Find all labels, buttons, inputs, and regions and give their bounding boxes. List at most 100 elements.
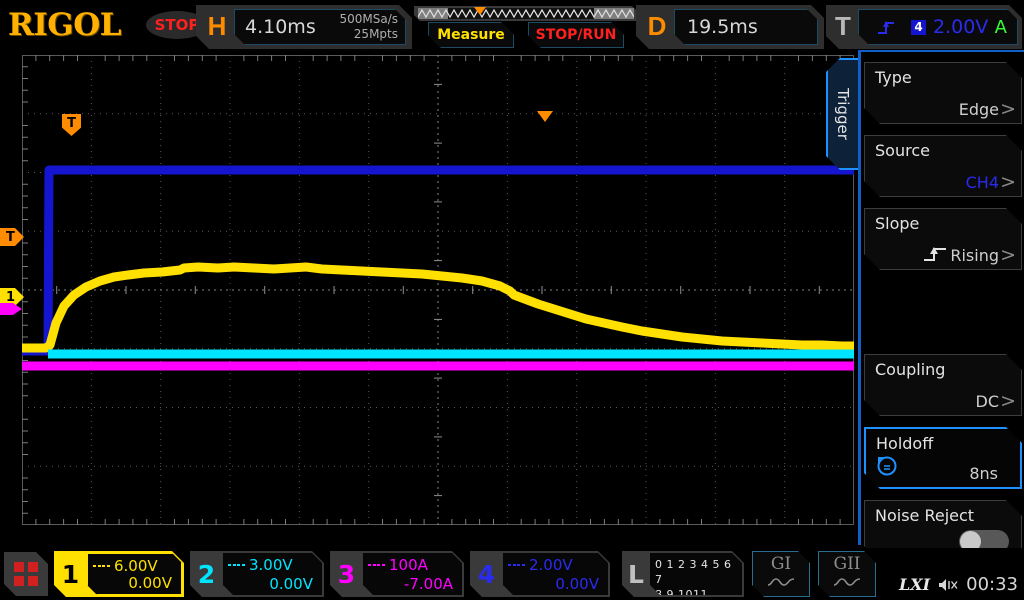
channel-number-3: 3: [337, 559, 356, 589]
measure-button-label: Measure: [428, 22, 514, 48]
stop-run-button-label: STOP/RUN: [528, 22, 624, 48]
system-clock: 00:33: [966, 574, 1018, 595]
generator-1-button[interactable]: GI: [752, 551, 810, 597]
memory-nav-track[interactable]: [418, 8, 634, 19]
trigger-menu-panel: Type Edge > Source CH4 > Slope Rising > Coupling D…: [858, 50, 1024, 545]
channel-body-1: 6.00V 0.00V: [87, 553, 182, 595]
logic-channel-list: 0 1 2 3 4 5 6 7 8 9 1011 12131415: [650, 553, 742, 595]
channel-button-2[interactable]: 2 3.00V 0.00V: [190, 551, 324, 597]
menu-item-label: Holdoff: [876, 434, 934, 453]
menu-item-value: CH4: [965, 173, 999, 192]
delay-letter: D: [647, 11, 667, 41]
chevron-right-icon[interactable]: >: [1000, 171, 1016, 193]
ch1-ground-marker[interactable]: 1: [0, 288, 24, 306]
delay-inner: 19.5ms: [674, 9, 818, 45]
trigger-status-inner: 4 2.00V A: [858, 9, 1018, 45]
lxi-indicator[interactable]: LXI: [898, 575, 931, 594]
channel-number-1: 1: [61, 559, 80, 589]
trigger-letter: T: [835, 11, 851, 41]
channel-button-4[interactable]: 4 2.00V 0.00V: [470, 551, 610, 597]
menu-item-slope[interactable]: Slope Rising >: [864, 208, 1022, 270]
generator-2-button[interactable]: GII: [818, 551, 876, 597]
noise-reject-toggle[interactable]: [959, 530, 1009, 553]
menu-item-value: Edge: [958, 100, 999, 119]
menu-accent-rail: [858, 50, 861, 545]
channel-number-2: 2: [197, 559, 216, 589]
menu-item-coupling[interactable]: Coupling DC >: [864, 354, 1022, 416]
menu-top-accent: [858, 50, 1024, 52]
logic-letter: L: [628, 559, 644, 589]
trigger-status-widget[interactable]: T 4 2.00V A: [826, 5, 1022, 49]
trigger-position-marker[interactable]: T: [62, 114, 81, 136]
chevron-right-icon[interactable]: >: [1000, 98, 1016, 120]
channel-offset-1: 0.00V: [128, 574, 172, 592]
rotary-knob-icon[interactable]: [876, 455, 898, 477]
trigger-level-marker-label: T: [6, 229, 15, 245]
rising-edge-icon: [923, 245, 949, 263]
menu-item-value: 8ns: [969, 464, 998, 483]
memory-navigation-bar[interactable]: [414, 6, 638, 21]
trigger-source-badge: 4: [911, 20, 926, 35]
menu-item-source[interactable]: Source CH4 >: [864, 135, 1022, 197]
trigger-position-label: T: [67, 116, 76, 131]
horizontal-inner: 4.10ms 500MSa/s 25Mpts: [234, 9, 406, 45]
dc-coupling-icon: [93, 562, 109, 570]
chevron-right-icon[interactable]: >: [1000, 390, 1016, 412]
trace-ch4: [22, 165, 854, 356]
apps-grid-icon: [14, 562, 38, 586]
rigol-logo: RIGOL: [8, 7, 122, 43]
logic-row-1: 0 1 2 3 4 5 6 7: [655, 558, 732, 586]
horizontal-letter: H: [207, 11, 227, 41]
delay-widget[interactable]: D 19.5ms: [636, 5, 824, 49]
logic-channel-button[interactable]: L 0 1 2 3 4 5 6 7 8 9 1011 12131415: [622, 551, 744, 597]
trace-ch1: [22, 262, 854, 353]
toggle-knob: [960, 531, 981, 552]
trigger-level-marker[interactable]: T: [0, 228, 24, 246]
chevron-right-icon[interactable]: >: [1000, 244, 1016, 266]
apps-menu-button[interactable]: [4, 552, 48, 596]
stop-run-button[interactable]: STOP/RUN: [528, 22, 624, 48]
dc-coupling-icon: [368, 561, 384, 569]
trigger-delay-marker[interactable]: [537, 111, 553, 122]
measure-button[interactable]: Measure: [428, 22, 514, 48]
channel-offset-4: 0.00V: [555, 575, 599, 593]
menu-item-label: Coupling: [875, 360, 946, 379]
waveform-display-area[interactable]: T: [22, 55, 854, 525]
delay-value: 19.5ms: [687, 16, 758, 38]
menu-item-holdoff[interactable]: Holdoff 8ns: [864, 427, 1022, 489]
menu-item-label: Type: [875, 68, 912, 87]
menu-item-type[interactable]: Type Edge >: [864, 62, 1022, 124]
memory-nav-position-marker[interactable]: [474, 7, 486, 15]
memory-nav-right-shade: [594, 8, 634, 19]
menu-item-label: Source: [875, 141, 930, 160]
channel-body-4: 2.00V 0.00V: [503, 553, 608, 595]
menu-item-value: DC: [975, 392, 999, 411]
channel-body-3: 100A -7.00A: [363, 553, 462, 595]
memory-depth-value: 25Mpts: [353, 27, 398, 41]
channel-offset-3: -7.00A: [403, 575, 453, 593]
channel-scale-3: 100A: [389, 556, 428, 574]
trigger-menu-tab[interactable]: Trigger: [826, 58, 858, 170]
horizontal-timebase-widget[interactable]: H 4.10ms 500MSa/s 25Mpts: [196, 5, 412, 49]
timebase-value: 4.10ms: [245, 16, 316, 38]
channel-offset-2: 0.00V: [269, 575, 313, 593]
sample-rate-value: 500MSa/s: [339, 12, 398, 26]
channel-button-3[interactable]: 3 100A -7.00A: [330, 551, 464, 597]
ch3-ground-marker[interactable]: [0, 303, 22, 315]
rising-edge-icon: [877, 19, 897, 35]
grid-dots: [22, 55, 854, 525]
speaker-muted-icon[interactable]: [937, 576, 959, 594]
channel-scale-2: 3.00V: [249, 556, 293, 574]
waveform-traces: [22, 165, 854, 371]
logic-row-2: 8 9 1011 12131415: [655, 588, 708, 600]
trigger-menu-tab-label: Trigger: [834, 88, 852, 140]
trigger-level-value: 2.00V: [933, 16, 989, 38]
dc-coupling-icon: [228, 561, 244, 569]
trigger-sweep-mode: A: [994, 17, 1007, 38]
system-status-group: LXI 00:33: [899, 574, 1018, 595]
channel-button-1[interactable]: 1 6.00V 0.00V: [54, 551, 184, 597]
memory-nav-left-shade: [418, 8, 448, 19]
ch1-marker-label: 1: [6, 289, 16, 305]
channel-body-2: 3.00V 0.00V: [223, 553, 322, 595]
